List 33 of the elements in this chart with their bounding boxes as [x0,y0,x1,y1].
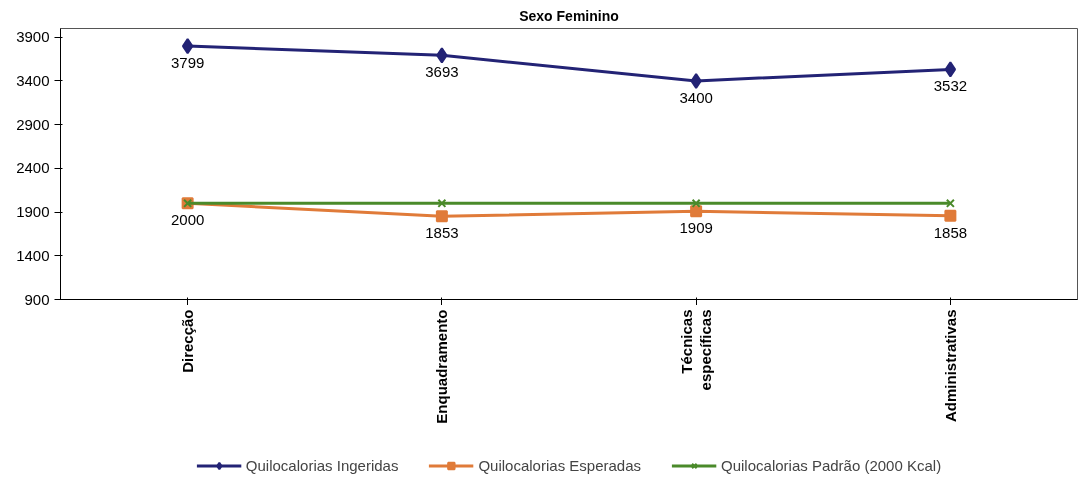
data-label: 3400 [679,88,713,106]
y-tick-label: 2900 [16,115,50,133]
point [690,205,703,218]
point [181,38,194,55]
point [690,72,702,89]
legend-label: Quilocalorias Ingeridas [245,456,399,474]
data-label: 3693 [425,63,459,81]
x-tick-label: Direcção [179,309,197,373]
point [691,198,701,208]
y-tick-label: 1400 [16,246,50,264]
data-label: 1853 [425,224,459,242]
legend-label: Quilocalorias Padrão (2000 Kcal) [721,456,942,474]
point [945,198,955,208]
data-label: 3532 [933,77,968,95]
legend-label: Quilocalorias Esperadas [478,456,642,474]
point [436,47,448,64]
x-tick-label: Enquadramento [433,309,451,424]
data-label: 2000 [170,211,205,229]
x-tick-label: Administrativas [941,309,959,423]
point [437,198,447,208]
y-tick-label: 3900 [16,28,50,46]
data-label: 1909 [679,219,713,237]
y-tick-label: 900 [24,290,50,308]
point [944,61,957,78]
point [435,210,448,223]
data-label: 1858 [933,223,968,241]
chart-title: Sexo Feminino [519,7,619,24]
data-label: 3799 [170,54,205,72]
point [944,209,957,222]
x-tick-label: Técnicas específicas [678,309,714,391]
y-tick-label: 3400 [16,71,50,89]
y-tick-label: 2400 [16,159,50,177]
y-tick-label: 1900 [16,203,50,221]
